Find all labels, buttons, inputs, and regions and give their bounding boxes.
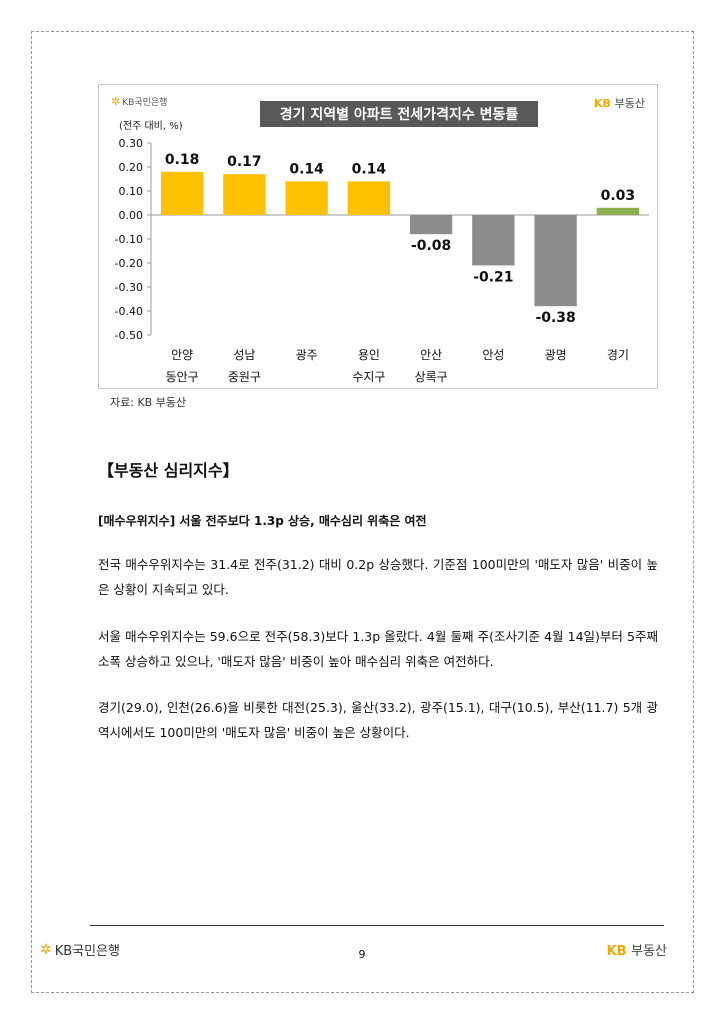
y-tick-label: -0.40 [115, 305, 143, 318]
kb-realty-suffix: 부동산 [614, 97, 645, 110]
x-category-label: 성남 [233, 348, 255, 362]
footer-realty-prefix: KB [606, 944, 627, 959]
x-category-label: 안양 [171, 348, 193, 362]
y-tick-label: 0.00 [119, 209, 144, 222]
kb-realty-logo: KB 부동산 [594, 95, 645, 111]
data-label: 0.17 [227, 154, 262, 170]
star-icon: ✲ [40, 941, 52, 958]
x-category-label: 광명 [545, 348, 567, 362]
y-tick-label: -0.50 [115, 329, 143, 342]
footer-kb-realty-logo: KB 부동산 [607, 940, 667, 959]
chart-title: 경기 지역별 아파트 전세가격지수 변동률 [260, 101, 538, 127]
x-category-sublabel: 동안구 [166, 370, 199, 384]
y-tick-label: -0.20 [115, 257, 143, 270]
chart-container: 0.30 0.20 0.10 0.00 -0.10 -0.20 -0.30 -0.40 -0.5… [98, 84, 658, 389]
kb-bank-label: KB국민은행 [122, 98, 168, 108]
section-title: 【부동산 심리지수】 [98, 461, 239, 480]
footer-divider [90, 925, 664, 926]
y-tick-label: -0.10 [115, 233, 143, 246]
bar [160, 171, 204, 215]
data-label: -0.38 [535, 310, 575, 326]
paragraph-seoul: 서울 매수우위지수는 59.6으로 전주(58.3)보다 1.3p 올랐다. 4… [98, 629, 658, 669]
y-tick-label: 0.20 [119, 161, 144, 174]
sub-title: [매수우위지수] 서울 전주보다 1.3p 상승, 매수심리 위축은 여전 [98, 514, 427, 528]
paragraph-national: 전국 매수우위지수는 31.4로 전주(31.2) 대비 0.2p 상승했다. … [98, 557, 658, 597]
bar [596, 207, 640, 215]
kb-realty-prefix: KB [593, 97, 611, 110]
y-tick-label: 0.10 [119, 185, 144, 198]
y-tick-label: -0.30 [115, 281, 143, 294]
data-label: 0.14 [289, 161, 324, 177]
bar [223, 174, 266, 215]
footer-realty-suffix: 부동산 [631, 944, 667, 959]
x-category-sublabel: 중원구 [228, 370, 261, 384]
chart-source: 자료: KB 부동산 [110, 396, 187, 409]
y-tick-label: 0.30 [119, 137, 144, 150]
page-border [31, 31, 694, 993]
footer-kb-bank-logo: ✲ KB국민은행 [40, 940, 121, 960]
paragraph-regions: 경기(29.0), 인천(26.6)을 비롯한 대전(25.3), 울산(33.… [98, 700, 658, 740]
data-label: 0.18 [165, 152, 200, 168]
footer-bank-label: KB국민은행 [54, 944, 121, 959]
bar [285, 181, 328, 215]
bar-chart: 0.30 0.20 0.10 0.00 -0.10 -0.20 -0.30 -0.40 -0.5… [115, 137, 649, 384]
data-label: -0.08 [411, 238, 451, 254]
kb-bank-logo: ✲ KB국민은행 [111, 95, 167, 108]
x-category-sublabel: 수지구 [352, 370, 385, 384]
x-category-label: 안산 [420, 348, 442, 362]
bar [409, 215, 453, 235]
x-category-label: 광주 [296, 348, 318, 362]
data-label: -0.21 [473, 269, 513, 285]
x-category-label: 안성 [482, 348, 504, 362]
x-category-label: 경기 [607, 348, 629, 362]
y-axis-unit-label: (전주 대비, %) [119, 121, 183, 132]
page-number: 9 [358, 948, 366, 961]
bar [347, 181, 391, 215]
x-category-label: 용인 [358, 348, 380, 362]
bar [534, 215, 577, 307]
star-icon: ✲ [111, 95, 121, 108]
data-label: 0.03 [601, 188, 636, 204]
x-category-sublabel: 상록구 [415, 370, 448, 384]
data-label: 0.14 [352, 161, 387, 177]
bar [472, 215, 515, 266]
